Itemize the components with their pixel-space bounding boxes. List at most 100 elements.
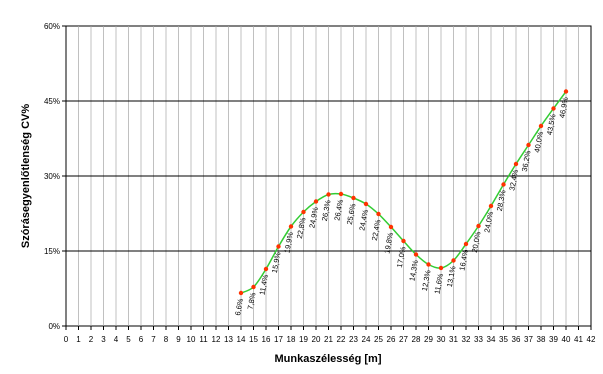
x-tick-label: 36 — [512, 335, 521, 344]
x-tick-label: 18 — [287, 335, 296, 344]
x-tick-label: 9 — [176, 335, 181, 344]
y-tick-label: 15% — [44, 247, 60, 256]
data-labels: 6,6% 7,8%11,4%15,9%19,9%22,8% 24,9% 26,3% 26… — [233, 96, 570, 316]
data-point — [326, 192, 331, 197]
data-label: 43,5% — [545, 113, 558, 136]
x-tick-label: 15 — [249, 335, 258, 344]
data-point — [463, 241, 469, 247]
y-tick-label: 60% — [44, 22, 60, 31]
data-label: 46,9% — [557, 96, 570, 119]
x-tick-label: 24 — [362, 335, 371, 344]
data-label: 11,4% — [258, 273, 271, 295]
data-point — [501, 182, 506, 187]
data-label: 12,3% — [420, 269, 433, 292]
x-tick-label: 27 — [399, 335, 408, 344]
x-tick-label: 40 — [562, 335, 571, 344]
data-label: 13,1% — [445, 265, 458, 288]
x-axis-ticks: 0 1 2 3 4 5 6 7 8 9 10 11 12 13 14 15 16 17 18 19 20 21 22 23 24… — [64, 326, 596, 344]
x-tick-label: 32 — [462, 335, 471, 344]
y-axis-title: Szórásegyenlőtlenség CV% — [20, 104, 32, 248]
data-point — [426, 262, 431, 267]
data-point — [538, 123, 544, 129]
data-point — [401, 238, 406, 244]
data-point — [388, 224, 394, 230]
x-tick-label: 38 — [537, 335, 546, 344]
data-label: 11,6% — [433, 272, 446, 294]
data-point — [288, 224, 294, 229]
data-label: 7,8% — [246, 291, 258, 310]
x-tick-label: 17 — [274, 335, 283, 344]
data-label: 32,4% — [507, 168, 520, 191]
data-label: 19,8% — [382, 231, 395, 254]
x-tick-label: 10 — [187, 335, 196, 344]
data-point — [263, 266, 269, 272]
horizontal-gridlines — [66, 100, 591, 252]
y-tick-label: 45% — [44, 97, 60, 106]
data-point — [301, 209, 306, 215]
data-point — [513, 161, 519, 167]
data-point — [238, 290, 244, 296]
x-tick-label: 28 — [412, 335, 421, 344]
x-tick-label: 20 — [312, 335, 321, 344]
x-tick-label: 4 — [114, 335, 119, 344]
x-tick-label: 31 — [449, 335, 458, 344]
data-label: 24,0% — [482, 210, 495, 233]
data-point — [488, 203, 494, 209]
data-label: 19,9% — [282, 231, 295, 254]
x-tick-label: 6 — [139, 335, 144, 344]
data-point — [438, 265, 444, 271]
y-tick-label: 0% — [48, 322, 60, 331]
x-tick-label: 13 — [224, 335, 233, 344]
data-point — [476, 223, 481, 229]
data-label: 24,9% — [307, 206, 320, 229]
x-tick-label: 11 — [199, 335, 208, 344]
x-tick-label: 26 — [387, 335, 396, 344]
data-label: 15,9% — [270, 251, 283, 274]
x-tick-label: 1 — [76, 335, 81, 344]
data-label: 28,3% — [495, 189, 508, 212]
data-point — [251, 284, 256, 290]
x-tick-label: 42 — [587, 335, 596, 344]
x-tick-label: 39 — [549, 335, 558, 344]
data-label: 26,4% — [332, 198, 345, 221]
x-tick-label: 7 — [151, 335, 156, 344]
x-axis-title: Munkaszélesség [m] — [275, 353, 382, 365]
y-axis-ticks: 0% 15% 30% 45% 60% — [44, 22, 66, 331]
data-label: 20,0% — [470, 230, 483, 253]
data-label: 14,3% — [407, 259, 420, 282]
data-point — [451, 258, 456, 263]
x-tick-label: 16 — [262, 335, 271, 344]
x-tick-label: 8 — [164, 335, 169, 344]
data-point — [313, 199, 319, 204]
x-tick-label: 23 — [349, 335, 358, 344]
data-point — [351, 195, 356, 201]
data-label: 17,0% — [395, 245, 408, 268]
x-tick-label: 33 — [474, 335, 483, 344]
data-point — [338, 191, 344, 197]
x-tick-label: 21 — [324, 335, 333, 344]
x-tick-label: 29 — [424, 335, 433, 344]
data-point — [413, 252, 419, 257]
y-tick-label: 30% — [44, 172, 60, 181]
data-label: 6,6% — [233, 297, 245, 316]
x-tick-label: 5 — [126, 335, 131, 344]
data-label: 26,3% — [320, 199, 333, 222]
x-tick-label: 14 — [237, 335, 246, 344]
x-tick-label: 35 — [499, 335, 508, 344]
data-label: 24,4% — [357, 208, 370, 231]
data-point — [376, 211, 381, 217]
data-label: 40,0% — [532, 130, 545, 153]
x-tick-label: 37 — [524, 335, 533, 344]
data-label: 22,4% — [370, 218, 383, 241]
x-tick-label: 3 — [101, 335, 106, 344]
x-tick-label: 0 — [64, 335, 69, 344]
x-tick-label: 41 — [574, 335, 583, 344]
data-point — [526, 142, 531, 148]
x-tick-label: 25 — [374, 335, 383, 344]
x-tick-label: 30 — [437, 335, 446, 344]
x-tick-label: 22 — [337, 335, 346, 344]
x-tick-label: 12 — [212, 335, 221, 344]
data-label: 16,4% — [457, 248, 470, 271]
data-label: 22,8% — [295, 216, 308, 239]
x-tick-label: 19 — [299, 335, 308, 344]
